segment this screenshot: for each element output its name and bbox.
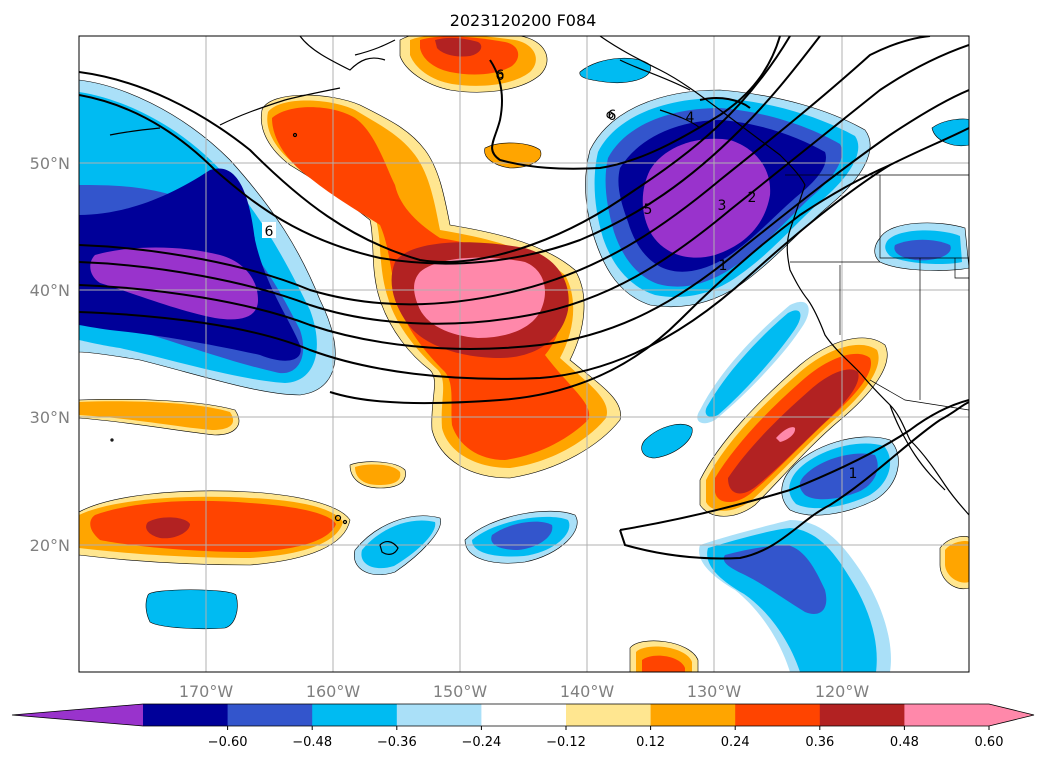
map-area: 6 5 4 3 2 1 6 6 1 — [79, 31, 969, 672]
lat-label: 30°N — [30, 408, 70, 427]
figure-title: 2023120200 F084 — [450, 11, 597, 30]
contour-label: 1 — [719, 258, 728, 274]
colorbar-segment — [312, 704, 397, 726]
contour-label: 2 — [748, 190, 757, 206]
lat-label: 20°N — [30, 536, 70, 555]
colorbar-segment — [228, 704, 313, 726]
lon-label: 120°W — [815, 682, 870, 701]
colorbar-tick-label: 0.12 — [636, 735, 665, 750]
colorbar-segment — [566, 704, 651, 726]
contour-label: 6 — [496, 68, 505, 84]
colorbar-tick-label: −0.60 — [208, 735, 248, 750]
colorbar-segment — [820, 704, 905, 726]
colorbar-tick-label: 0.24 — [721, 735, 750, 750]
lon-label: 130°W — [687, 682, 742, 701]
colorbar-segment — [904, 704, 989, 726]
colorbar: −0.60 −0.48 −0.36 −0.24 −0.12 0.12 0.24 0.36 0.4… — [12, 704, 1034, 750]
lon-label: 150°W — [433, 682, 488, 701]
colorbar-tick-label: −0.36 — [377, 735, 417, 750]
colorbar-tick-label: −0.48 — [292, 735, 332, 750]
colorbar-tick-label: −0.12 — [546, 735, 586, 750]
colorbar-tick-label: 0.36 — [805, 735, 834, 750]
contour-label: 6 — [608, 108, 617, 124]
colorbar-segment — [735, 704, 820, 726]
lat-label: 40°N — [30, 281, 70, 300]
colorbar-segment — [397, 704, 482, 726]
lat-label: 50°N — [30, 154, 70, 173]
colorbar-segment — [481, 704, 566, 726]
colorbar-tick-label: −0.24 — [461, 735, 501, 750]
colorbar-segment — [143, 704, 228, 726]
lon-label: 160°W — [306, 682, 361, 701]
longitude-labels: 170°W 160°W 150°W 140°W 130°W 120°W — [179, 682, 870, 701]
colorbar-segment — [651, 704, 736, 726]
contour-label: 3 — [718, 198, 727, 214]
lon-label: 170°W — [179, 682, 234, 701]
colorbar-extend-low — [12, 704, 143, 726]
colorbar-extend-high — [989, 704, 1034, 726]
colorbar-tick-label: 0.48 — [890, 735, 919, 750]
contour-label: 6 — [265, 224, 274, 240]
lon-label: 140°W — [560, 682, 615, 701]
latitude-labels: 50°N 40°N 30°N 20°N — [30, 154, 70, 555]
colorbar-tick-label: 0.60 — [975, 735, 1004, 750]
contour-label: 4 — [686, 110, 695, 126]
contour-label: 5 — [644, 202, 653, 218]
contour-label: 1 — [849, 466, 858, 482]
